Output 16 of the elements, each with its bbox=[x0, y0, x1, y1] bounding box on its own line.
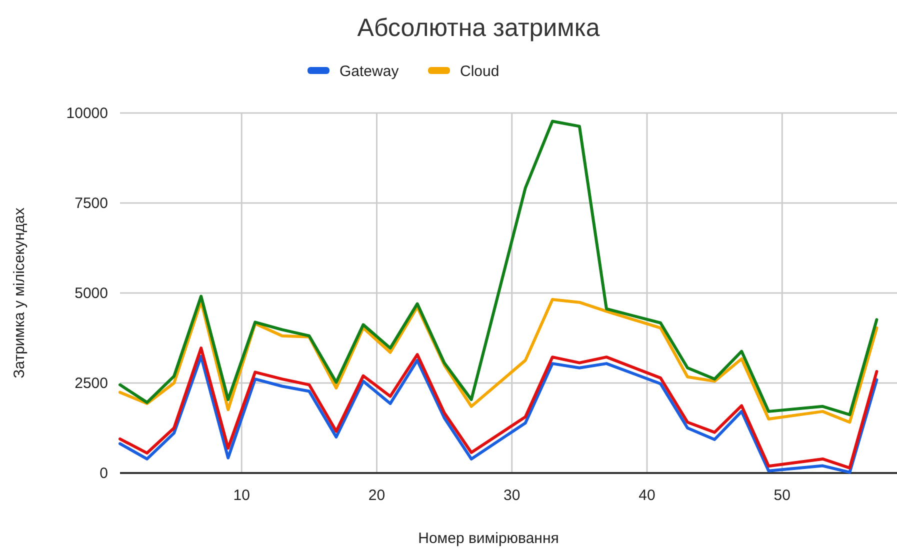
x-tick-label: 30 bbox=[504, 487, 520, 504]
y-tick-label: 7500 bbox=[74, 195, 108, 212]
chart-title: Абсолютна затримка bbox=[357, 14, 600, 42]
legend-label: Gateway bbox=[340, 63, 400, 80]
x-axis-title: Номер вимірювання bbox=[418, 530, 559, 547]
y-tick-label: 5000 bbox=[74, 285, 108, 302]
line-series bbox=[118, 120, 878, 416]
x-tick-label: 10 bbox=[233, 487, 250, 504]
y-tick-label: 2500 bbox=[74, 375, 108, 392]
x-tick-label: 50 bbox=[774, 487, 790, 504]
legend-label: Cloud bbox=[460, 63, 500, 80]
x-tick-label: 40 bbox=[638, 487, 656, 504]
y-tick-label: 10000 bbox=[66, 105, 108, 122]
y-axis-title: Затримка у мілісекундах bbox=[11, 207, 28, 378]
y-tick-label: 0 bbox=[100, 465, 108, 482]
x-tick-label: 20 bbox=[368, 487, 386, 504]
